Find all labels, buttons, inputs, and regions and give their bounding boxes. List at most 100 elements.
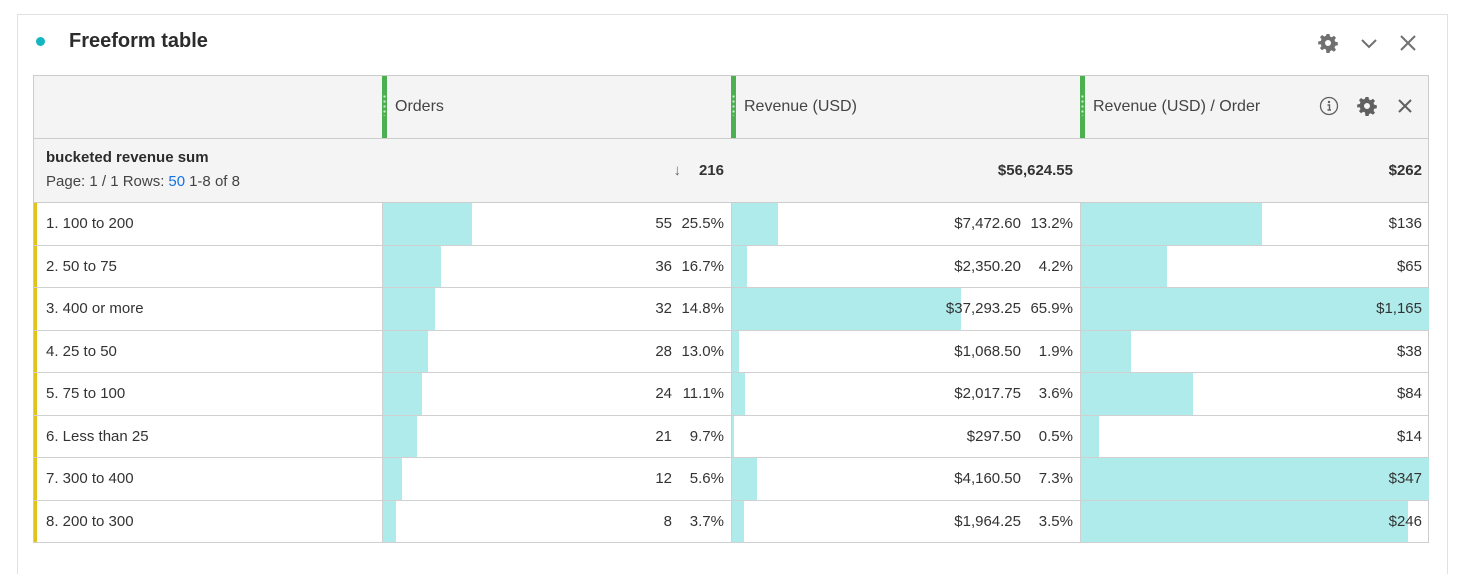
revenue-percent: 0.5%	[1038, 427, 1073, 445]
table-row[interactable]: 6. Less than 25 21 9.7% $297.50 0.5% $14	[34, 415, 1429, 458]
orders-bar	[383, 458, 403, 500]
orders-bar	[383, 330, 429, 372]
orders-cell: 55 25.5%	[382, 203, 731, 245]
rpo-bar	[1081, 500, 1408, 542]
rpo-bar	[1081, 373, 1193, 415]
rpo-cell: $246	[1080, 500, 1429, 542]
table-row[interactable]: 7. 300 to 400 12 5.6% $4,160.50 7.3% $347	[34, 458, 1429, 501]
orders-cell: 32 14.8%	[382, 288, 731, 330]
row-label[interactable]: 1. 100 to 200	[34, 203, 382, 245]
panel-status-dot	[36, 37, 45, 46]
drag-handle-icon[interactable]	[732, 94, 735, 116]
table-row[interactable]: 5. 75 to 100 24 11.1% $2,017.75 3.6% $84	[34, 373, 1428, 416]
revenue-cell: $2,350.20 4.2%	[731, 245, 1080, 287]
column-settings-gear-icon[interactable]	[1357, 96, 1377, 116]
row-label[interactable]: 8. 200 to 300	[34, 500, 382, 542]
revenue-percent: 1.9%	[1038, 342, 1073, 360]
table-header-row: Orders Revenue (USD) Revenue (USD) / Ord…	[34, 76, 1428, 139]
orders-bar	[383, 288, 435, 330]
info-icon[interactable]	[1319, 96, 1339, 116]
revenue-value: $37,293.25	[945, 300, 1021, 318]
sort-descending-arrow-icon[interactable]: ↓	[673, 162, 681, 179]
orders-cell: 12 5.6%	[382, 458, 731, 500]
revenue-percent: 4.2%	[1038, 257, 1073, 275]
revenue-bar	[732, 458, 758, 500]
table-row[interactable]: 2. 50 to 75 36 16.7% $2,350.20 4.2% $65	[34, 245, 1429, 288]
rpo-bar	[1081, 203, 1262, 245]
table-row[interactable]: 3. 400 or more 32 14.8% $37,293.25 65.9% $…	[34, 288, 1429, 331]
pagination-info: Page: 1 / 1 Rows: 50 1-8 of 8	[46, 173, 382, 190]
rpo-value: $38	[1396, 342, 1422, 360]
row-label[interactable]: 7. 300 to 400	[34, 458, 382, 500]
rpo-cell: $65	[1080, 245, 1429, 287]
orders-total: 216	[698, 162, 724, 179]
revenue-value: $2,350.20	[954, 257, 1021, 275]
orders-cell: 28 13.0%	[382, 330, 731, 372]
column-header-revenue-per-order[interactable]: Revenue (USD) / Order	[1080, 76, 1429, 138]
revenue-percent: 65.9%	[1030, 300, 1073, 318]
column-label: Orders	[395, 98, 444, 115]
row-label[interactable]: 6. Less than 25	[34, 415, 382, 457]
revenue-value: $1,068.50	[954, 342, 1021, 360]
rpo-cell: $38	[1080, 330, 1429, 372]
revenue-cell: $1,964.25 3.5%	[731, 500, 1080, 542]
orders-percent: 9.7%	[689, 427, 724, 445]
revenue-cell: $37,293.25 65.9%	[731, 288, 1080, 330]
column-label: Revenue (USD)	[744, 98, 857, 115]
rpo-cell: $14	[1080, 415, 1429, 457]
column-header-revenue[interactable]: Revenue (USD)	[731, 76, 1080, 138]
row-label[interactable]: 5. 75 to 100	[34, 373, 382, 415]
rpo-bar	[1081, 245, 1168, 287]
remove-column-close-icon[interactable]	[1395, 96, 1415, 116]
close-panel-icon[interactable]	[1398, 33, 1418, 53]
orders-value: 12	[655, 470, 672, 488]
row-range: 1-8 of 8	[189, 173, 240, 190]
freeform-table: Orders Revenue (USD) Revenue (USD) / Ord…	[33, 75, 1429, 543]
revenue-cell: $297.50 0.5%	[731, 415, 1080, 457]
panel-settings-gear-icon[interactable]	[1318, 33, 1338, 53]
header-dimension-cell	[34, 76, 382, 138]
collapse-chevron-down-icon[interactable]	[1359, 33, 1379, 53]
table-row[interactable]: 4. 25 to 50 28 13.0% $1,068.50 1.9% $38	[34, 330, 1429, 373]
drag-handle-icon[interactable]	[383, 94, 386, 116]
orders-value: 28	[655, 342, 672, 360]
revenue-bar	[732, 500, 745, 542]
revenue-cell: $2,017.75 3.6%	[731, 373, 1080, 415]
panel-title: Freeform table	[69, 30, 208, 52]
dimension-name: bucketed revenue sum	[46, 149, 209, 166]
revenue-cell: $7,472.60 13.2%	[731, 203, 1080, 245]
revenue-bar	[732, 373, 745, 415]
orders-percent: 13.0%	[681, 342, 724, 360]
orders-bar	[383, 415, 417, 457]
rpo-value: $84	[1396, 385, 1422, 403]
row-label[interactable]: 2. 50 to 75	[34, 245, 382, 287]
drag-handle-icon[interactable]	[1081, 94, 1084, 116]
revenue-value: $4,160.50	[954, 470, 1021, 488]
revenue-percent: 7.3%	[1038, 470, 1073, 488]
rows-per-page-dropdown[interactable]: 50	[168, 173, 186, 190]
column-header-orders[interactable]: Orders	[382, 76, 731, 138]
table-row[interactable]: 1. 100 to 200 55 25.5% $7,472.60 13.2% $13…	[34, 203, 1428, 246]
rpo-cell: $136	[1080, 203, 1429, 245]
rpo-cell: $1,165	[1080, 288, 1429, 330]
row-label[interactable]: 3. 400 or more	[34, 288, 382, 330]
rpo-value: $65	[1396, 257, 1422, 275]
rpo-value: $14	[1396, 427, 1422, 445]
rpo-total: $262	[1388, 162, 1422, 179]
row-label[interactable]: 4. 25 to 50	[34, 330, 382, 372]
orders-bar	[383, 500, 396, 542]
orders-bar	[383, 203, 472, 245]
revenue-value: $7,472.60	[954, 215, 1021, 233]
column-label: Revenue (USD) / Order	[1093, 98, 1261, 115]
orders-bar	[383, 373, 422, 415]
orders-percent: 11.1%	[682, 385, 724, 403]
rpo-bar	[1081, 458, 1429, 500]
freeform-table-panel	[17, 14, 1448, 574]
rpo-cell: $347	[1080, 458, 1429, 500]
orders-cell: 24 11.1%	[382, 373, 731, 415]
revenue-total: $56,624.55	[997, 162, 1073, 179]
orders-percent: 16.7%	[681, 257, 724, 275]
revenue-bar	[732, 330, 739, 372]
orders-cell: 21 9.7%	[382, 415, 731, 457]
table-row[interactable]: 8. 200 to 300 8 3.7% $1,964.25 3.5% $246	[34, 500, 1429, 543]
